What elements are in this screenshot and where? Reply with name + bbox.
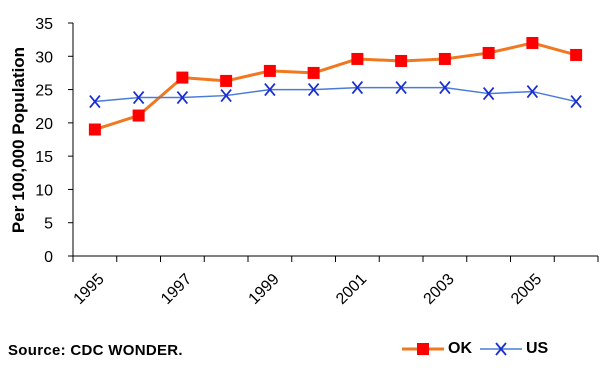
x-tick-label: 1999 — [246, 271, 283, 308]
data-point-ok — [176, 71, 189, 84]
data-point-ok — [570, 48, 583, 61]
x-tick-label: 1997 — [158, 271, 195, 308]
x-tick-label: 2001 — [333, 271, 370, 308]
data-point-ok — [220, 74, 233, 87]
data-point-ok — [351, 52, 364, 65]
legend-us-marker-icon — [480, 342, 522, 356]
y-tick-label: 20 — [35, 116, 53, 133]
data-point-ok — [438, 52, 451, 65]
x-tick-label: 2003 — [421, 271, 458, 308]
data-point-ok — [526, 36, 539, 49]
data-point-ok — [307, 66, 320, 79]
series-line-us — [94, 86, 577, 103]
y-tick-label: 10 — [35, 182, 53, 199]
legend-ok-marker-icon — [402, 343, 444, 355]
data-point-ok — [132, 109, 145, 122]
data-point-us — [89, 94, 101, 109]
source-note: Source: CDC WONDER. — [8, 342, 183, 359]
y-tick-label: 35 — [35, 16, 53, 33]
y-tick-label: 25 — [35, 83, 53, 100]
data-point-us — [482, 86, 495, 101]
y-tick-label: 5 — [44, 216, 53, 233]
data-point-ok — [263, 64, 276, 77]
data-point-us — [176, 90, 189, 105]
y-tick-label: 30 — [35, 49, 53, 66]
data-point-us — [570, 94, 582, 109]
data-point-us — [351, 80, 364, 95]
data-point-us — [439, 80, 451, 95]
data-point-ok — [482, 46, 495, 59]
legend-ok-label: OK — [448, 340, 472, 357]
x-tick-label: 2005 — [508, 271, 545, 308]
data-point-us — [526, 84, 539, 99]
y-axis-label: Per 100,000 Population — [9, 47, 28, 233]
x-axis-ticks: 1995 1997 1999 2001 2003 2005 — [71, 256, 599, 308]
chart-axes — [72, 23, 598, 257]
series-line-ok — [94, 41, 577, 131]
x-tick-label: 1995 — [71, 271, 108, 308]
data-point-us — [132, 90, 145, 105]
y-axis-ticks: 0 5 10 15 20 25 30 35 — [35, 16, 73, 266]
data-point-us — [395, 80, 407, 95]
y-tick-label: 15 — [35, 149, 53, 166]
chart-legend: OK US — [400, 340, 554, 358]
series-group — [88, 36, 583, 136]
data-point-us — [307, 82, 320, 97]
data-point-ok — [88, 123, 101, 136]
y-tick-label: 0 — [44, 249, 53, 266]
data-point-us — [264, 82, 276, 97]
data-point-us — [220, 88, 232, 103]
data-point-ok — [395, 54, 408, 67]
legend-us-label: US — [526, 340, 549, 357]
